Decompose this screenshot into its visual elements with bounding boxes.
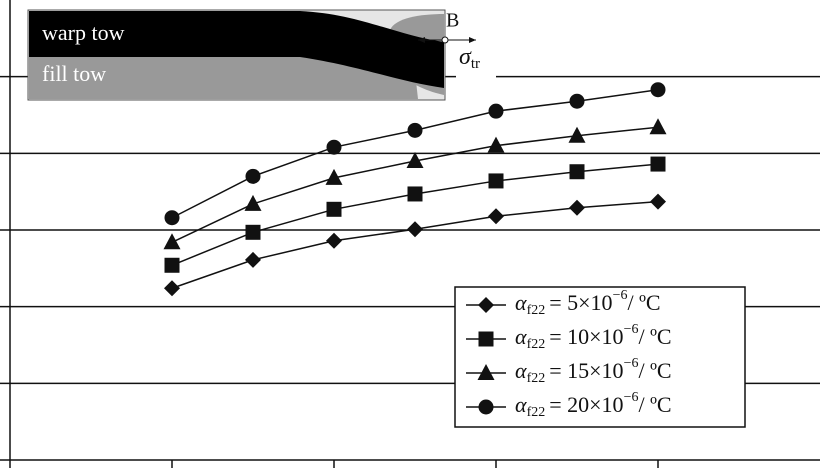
legend-coefficient: = 5×10	[549, 290, 612, 315]
marker	[650, 156, 666, 172]
series-line	[171, 163, 659, 266]
marker	[569, 164, 585, 180]
legend-label: αf22 = 10×10−6/ ºC	[515, 322, 672, 352]
marker	[245, 168, 261, 184]
marker	[163, 233, 181, 250]
legend-symbol: α	[515, 392, 527, 417]
legend-symbol: α	[515, 290, 527, 315]
marker	[164, 280, 180, 297]
legend-coefficient: = 20×10	[549, 392, 623, 417]
marker	[164, 257, 180, 273]
legend-exponent: −6	[624, 356, 639, 371]
point-label: B	[446, 10, 459, 32]
legend-unit: / ºC	[627, 290, 660, 315]
legend-unit: / ºC	[638, 358, 671, 383]
marker	[477, 364, 495, 380]
marker	[478, 331, 494, 347]
marker	[650, 193, 666, 210]
warp-tow	[29, 11, 444, 88]
legend-label: αf22 = 15×10−6/ ºC	[515, 356, 672, 386]
legend-subscript: f22	[527, 371, 546, 386]
legend-exponent: −6	[613, 288, 628, 303]
marker	[164, 210, 180, 226]
warp-label: warp tow	[42, 20, 125, 45]
point-b	[441, 36, 449, 44]
marker	[488, 208, 504, 225]
stress-symbol: σ	[459, 44, 472, 70]
stress-bg	[456, 44, 496, 78]
legend-coefficient: = 10×10	[549, 324, 623, 349]
marker	[244, 194, 262, 211]
legend-label: αf22 = 20×10−6/ ºC	[515, 390, 672, 420]
legend-subscript: f22	[527, 337, 546, 352]
marker	[407, 186, 423, 202]
legend-coefficient: = 15×10	[549, 358, 623, 383]
stress-label: σtr	[459, 44, 480, 73]
marker	[325, 168, 343, 185]
legend-symbol: α	[515, 358, 527, 383]
marker	[326, 201, 342, 217]
marker	[569, 93, 585, 109]
arrow-head	[418, 37, 476, 43]
legend-exponent: −6	[624, 390, 639, 405]
marker	[245, 251, 261, 268]
marker	[568, 126, 586, 143]
marker	[407, 221, 423, 238]
legend-unit: / ºC	[638, 392, 671, 417]
marker	[478, 297, 494, 313]
legend-exponent: −6	[624, 322, 639, 337]
marker	[649, 118, 667, 135]
marker	[569, 199, 585, 216]
marker	[406, 152, 424, 168]
fill-tow	[29, 55, 418, 99]
series-line	[171, 200, 659, 289]
legend-unit: / ºC	[638, 324, 671, 349]
marker	[326, 139, 342, 155]
marker	[407, 122, 423, 138]
legend-subscript: f22	[527, 303, 546, 318]
marker	[326, 232, 342, 249]
marker	[245, 224, 261, 240]
marker	[488, 173, 504, 189]
fill-label: fill tow	[42, 61, 106, 86]
legend-box	[454, 286, 746, 428]
marker	[650, 82, 666, 98]
stress-subscript: tr	[471, 56, 480, 72]
marker	[478, 399, 494, 415]
legend-symbol: α	[515, 324, 527, 349]
legend-subscript: f22	[527, 405, 546, 420]
marker	[488, 103, 504, 119]
marker	[487, 136, 505, 153]
legend-label: αf22 = 5×10−6/ ºC	[515, 288, 661, 318]
